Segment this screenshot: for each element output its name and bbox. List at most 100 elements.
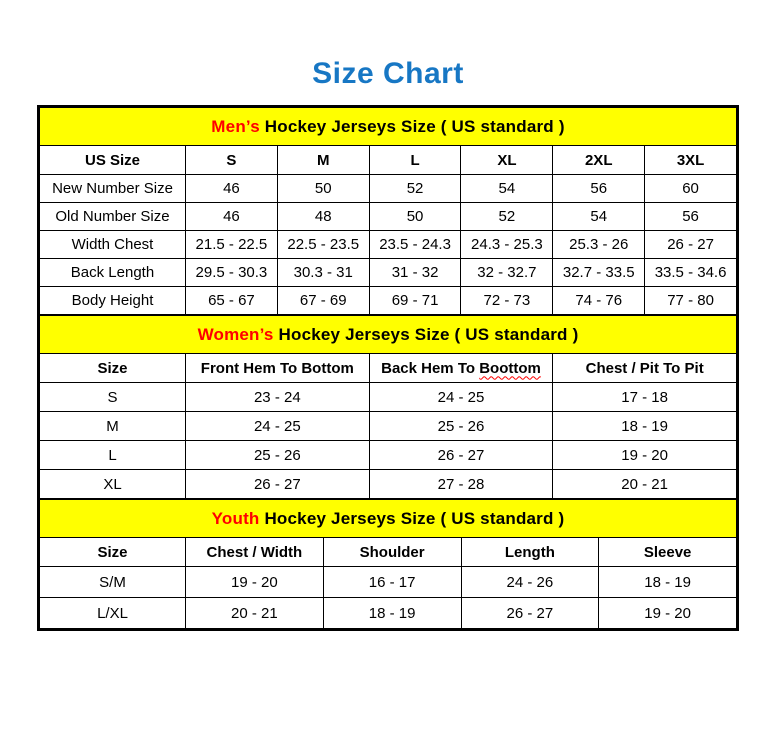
- mens-size-table: Men’s Hockey Jerseys Size ( US standard …: [39, 107, 737, 315]
- row-label: Back Length: [39, 258, 186, 287]
- value-cell: 77 - 80: [644, 286, 737, 315]
- value-cell: 69 - 71: [368, 286, 462, 315]
- table-row: Width Chest 21.5 - 22.5 22.5 - 23.5 23.5…: [39, 230, 737, 259]
- value-cell: 24.3 - 25.3: [460, 230, 554, 259]
- row-label: XL: [39, 469, 186, 499]
- youth-column-header-row: Size Chest / Width Shoulder Length Sleev…: [39, 537, 737, 567]
- table-row: Back Length 29.5 - 30.3 30.3 - 31 31 - 3…: [39, 258, 737, 287]
- table-row: L/XL 20 - 21 18 - 19 26 - 27 19 - 20: [39, 597, 737, 629]
- table-row: L 25 - 26 26 - 27 19 - 20: [39, 440, 737, 470]
- table-row: Old Number Size 46 48 50 52 54 56: [39, 202, 737, 231]
- value-cell: 25.3 - 26: [552, 230, 646, 259]
- value-cell: 19 - 20: [552, 440, 737, 470]
- value-cell: 25 - 26: [185, 440, 370, 470]
- value-cell: 30.3 - 31: [276, 258, 370, 287]
- value-cell: 52: [460, 202, 554, 231]
- youth-col-header-chest-width: Chest / Width: [185, 537, 324, 567]
- value-cell: 24 - 26: [460, 566, 600, 598]
- value-cell: 26 - 27: [644, 230, 737, 259]
- value-cell: 32.7 - 33.5: [552, 258, 646, 287]
- youth-size-table: Youth Hockey Jerseys Size ( US standard …: [39, 499, 737, 629]
- womens-column-header-row: Size Front Hem To Bottom Back Hem To Boo…: [39, 353, 737, 383]
- row-label: M: [39, 411, 186, 441]
- youth-word: Youth: [211, 508, 260, 528]
- value-cell: 54: [460, 174, 554, 203]
- mens-section-title: Men’s Hockey Jerseys Size ( US standard …: [39, 107, 737, 146]
- value-cell: 19 - 20: [185, 566, 324, 598]
- value-cell: 26 - 27: [368, 440, 554, 470]
- womens-section-band: Women’s Hockey Jerseys Size ( US standar…: [39, 315, 737, 354]
- value-cell: 56: [552, 174, 646, 203]
- value-cell: 32 - 32.7: [460, 258, 554, 287]
- value-cell: 21.5 - 22.5: [185, 230, 278, 259]
- table-row: S/M 19 - 20 16 - 17 24 - 26 18 - 19: [39, 566, 737, 598]
- value-cell: 24 - 25: [185, 411, 370, 441]
- row-label: L: [39, 440, 186, 470]
- womens-size-table: Women’s Hockey Jerseys Size ( US standar…: [39, 315, 737, 499]
- value-cell: 67 - 69: [276, 286, 370, 315]
- value-cell: 26 - 27: [460, 597, 600, 629]
- table-row: Body Height 65 - 67 67 - 69 69 - 71 72 -…: [39, 286, 737, 315]
- value-cell: 22.5 - 23.5: [276, 230, 370, 259]
- youth-col-header-sleeve: Sleeve: [598, 537, 737, 567]
- spellcheck-wavy-underline: Boottom: [479, 359, 541, 377]
- value-cell: 24 - 25: [368, 382, 554, 412]
- value-cell: 54: [552, 202, 646, 231]
- value-cell: 17 - 18: [552, 382, 737, 412]
- value-cell: 56: [644, 202, 737, 231]
- value-cell: 23.5 - 24.3: [368, 230, 462, 259]
- table-row: S 23 - 24 24 - 25 17 - 18: [39, 382, 737, 412]
- value-cell: 19 - 20: [598, 597, 737, 629]
- value-cell: 27 - 28: [368, 469, 554, 499]
- value-cell: 29.5 - 30.3: [185, 258, 278, 287]
- mens-band-text: Hockey Jerseys Size ( US standard ): [259, 116, 565, 136]
- mens-col-header-s: S: [185, 145, 278, 175]
- row-label: Body Height: [39, 286, 186, 315]
- mens-col-header-3xl: 3XL: [644, 145, 737, 175]
- row-label: New Number Size: [39, 174, 186, 203]
- mens-column-header-row: US Size S M L XL 2XL 3XL: [39, 145, 737, 175]
- youth-band-text: Hockey Jerseys Size ( US standard ): [259, 508, 565, 528]
- row-label: S: [39, 382, 186, 412]
- row-label: Old Number Size: [39, 202, 186, 231]
- value-cell: 18 - 19: [552, 411, 737, 441]
- value-cell: 48: [276, 202, 370, 231]
- mens-col-header-xl: XL: [460, 145, 554, 175]
- womens-col-header-back-hem: Back Hem To Boottom: [368, 353, 554, 383]
- mens-col-header-l: L: [368, 145, 462, 175]
- page-title: Size Chart: [312, 57, 464, 90]
- value-cell: 26 - 27: [185, 469, 370, 499]
- youth-col-header-shoulder: Shoulder: [322, 537, 462, 567]
- value-cell: 74 - 76: [552, 286, 646, 315]
- value-cell: 50: [276, 174, 370, 203]
- womens-col-header-chest: Chest / Pit To Pit: [552, 353, 737, 383]
- value-cell: 18 - 19: [322, 597, 462, 629]
- value-cell: 23 - 24: [185, 382, 370, 412]
- mens-section-band: Men’s Hockey Jerseys Size ( US standard …: [39, 107, 737, 146]
- table-row: New Number Size 46 50 52 54 56 60: [39, 174, 737, 203]
- value-cell: 50: [368, 202, 462, 231]
- table-row: XL 26 - 27 27 - 28 20 - 21: [39, 469, 737, 499]
- value-cell: 46: [185, 202, 278, 231]
- youth-col-header-size: Size: [39, 537, 186, 567]
- womens-section-title: Women’s Hockey Jerseys Size ( US standar…: [39, 315, 737, 354]
- womens-word: Women’s: [197, 324, 274, 344]
- mens-word: Men’s: [211, 116, 260, 136]
- back-hem-prefix: Back Hem To: [381, 359, 480, 377]
- womens-col-header-size: Size: [39, 353, 186, 383]
- size-chart-tables: Men’s Hockey Jerseys Size ( US standard …: [37, 105, 739, 631]
- value-cell: 18 - 19: [598, 566, 737, 598]
- value-cell: 52: [368, 174, 462, 203]
- youth-col-header-length: Length: [460, 537, 600, 567]
- value-cell: 20 - 21: [552, 469, 737, 499]
- value-cell: 20 - 21: [185, 597, 324, 629]
- value-cell: 33.5 - 34.6: [644, 258, 737, 287]
- value-cell: 60: [644, 174, 737, 203]
- womens-band-text: Hockey Jerseys Size ( US standard ): [273, 324, 579, 344]
- row-label: S/M: [39, 566, 186, 598]
- value-cell: 46: [185, 174, 278, 203]
- value-cell: 65 - 67: [185, 286, 278, 315]
- value-cell: 72 - 73: [460, 286, 554, 315]
- row-label: L/XL: [39, 597, 186, 629]
- youth-section-band: Youth Hockey Jerseys Size ( US standard …: [39, 499, 737, 538]
